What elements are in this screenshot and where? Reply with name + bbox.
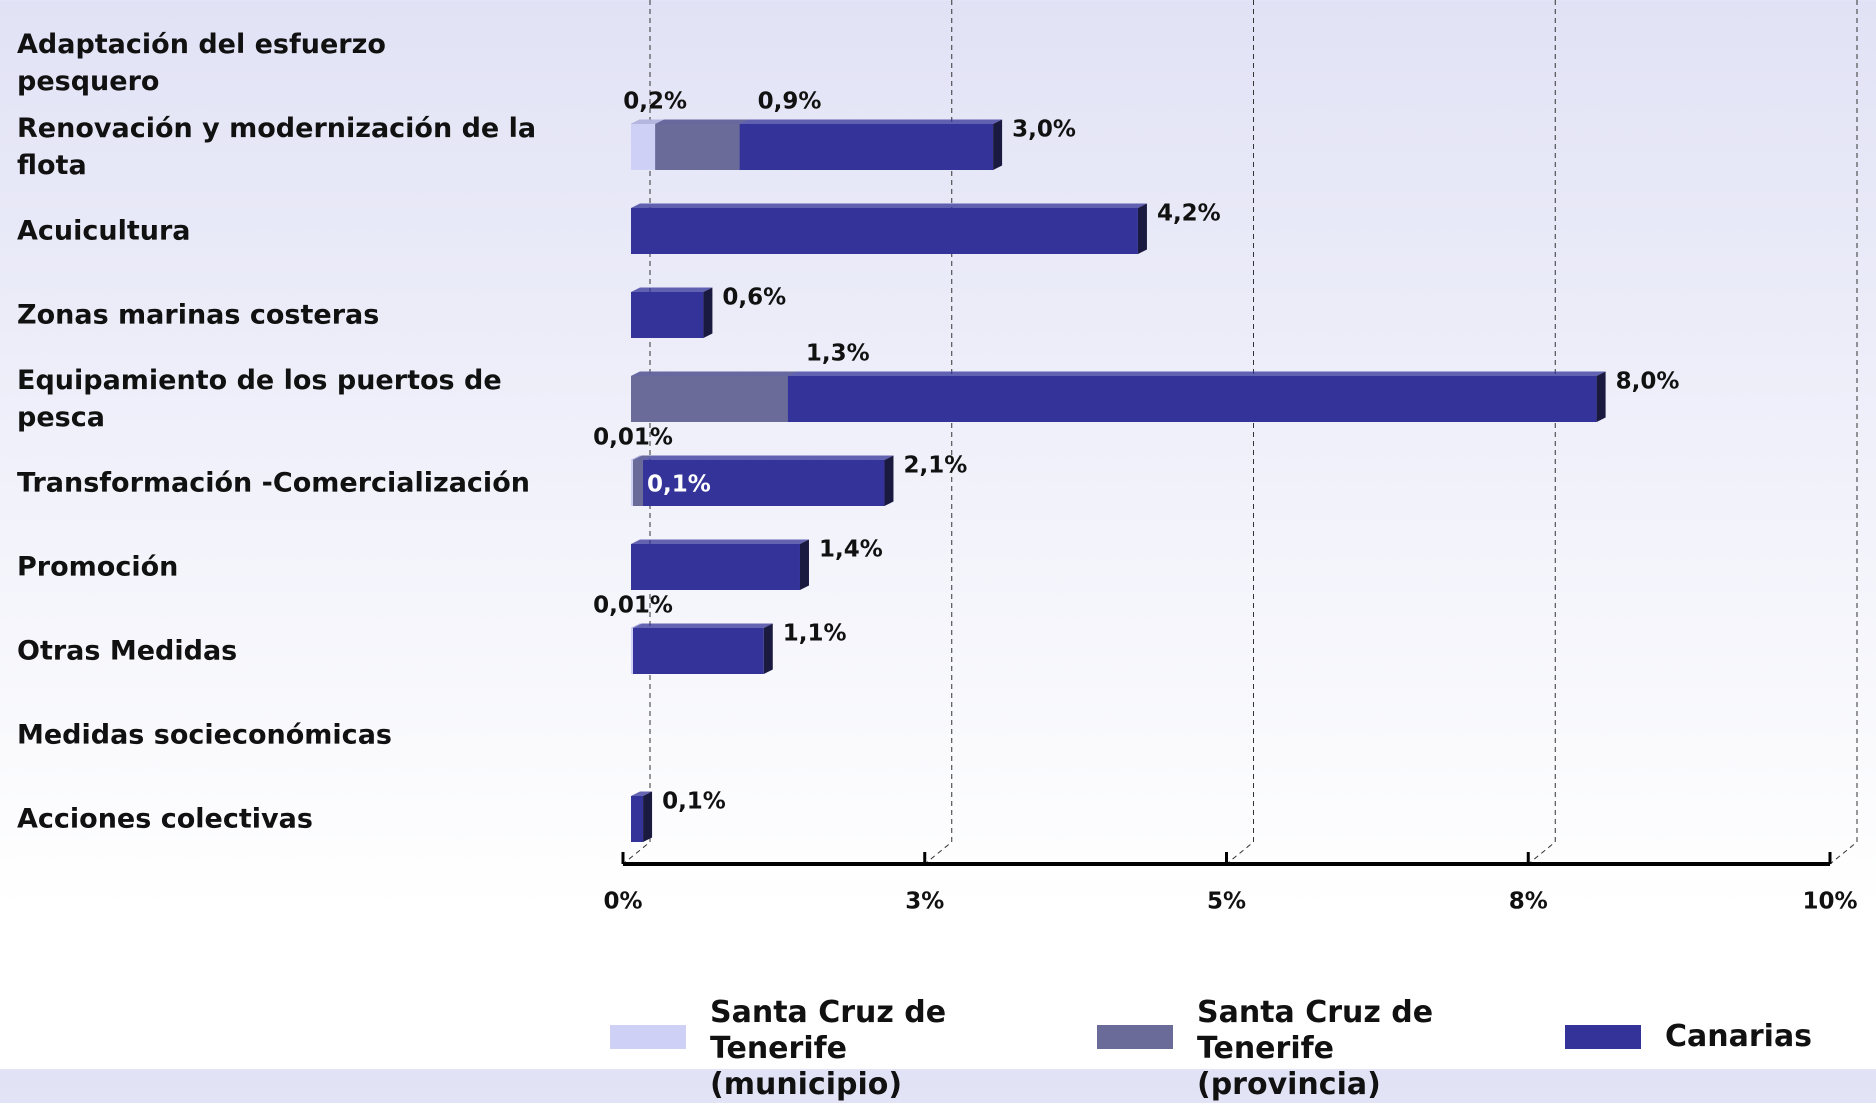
- category-label: Acuicultura: [17, 215, 191, 247]
- grid-line: [924, 0, 953, 865]
- value-label: 2,1%: [903, 453, 967, 479]
- value-label: 1,3%: [806, 341, 870, 367]
- value-label: 0,01%: [593, 425, 673, 451]
- bar: [631, 292, 704, 338]
- bar-top: [631, 371, 1606, 376]
- bar: [631, 376, 1597, 422]
- bar: [631, 544, 800, 590]
- bar-top: [631, 455, 642, 460]
- bar-top: [631, 287, 713, 292]
- bar: [631, 628, 764, 674]
- bar-top: [631, 623, 642, 628]
- x-tick-label: 8%: [1509, 889, 1548, 915]
- bar-side: [799, 539, 809, 590]
- bar: [631, 208, 1138, 254]
- bar-side: [884, 455, 894, 506]
- x-tick-label: 3%: [905, 889, 944, 915]
- value-label: 0,2%: [623, 89, 687, 115]
- value-label: 3,0%: [1012, 117, 1076, 143]
- bar-top: [631, 791, 653, 796]
- bar-top: [631, 371, 797, 376]
- category-label: Renovación y modernización de la flota: [17, 113, 537, 181]
- category-label: Medidas socieconómicas: [17, 719, 392, 751]
- category-label: Zonas marinas costeras: [17, 299, 380, 331]
- bar: [631, 796, 644, 842]
- legend-swatch: [1565, 1025, 1641, 1049]
- grid-line: [1829, 0, 1858, 865]
- x-tick-label: 10%: [1802, 889, 1857, 915]
- legend-swatch: [610, 1025, 686, 1049]
- bar: [631, 460, 633, 506]
- legend-label: Santa Cruz de Tenerife (provincia): [1197, 995, 1434, 1102]
- value-label: 4,2%: [1157, 201, 1221, 227]
- value-label: 0,9%: [758, 89, 822, 115]
- grid-line: [622, 0, 651, 865]
- bar-side: [1137, 203, 1147, 254]
- legend-swatch: [1097, 1025, 1173, 1049]
- chart: 0% 3% 5% 8% 10% 3,0% 4,2% 0,6% 8,0% 2,1% 1,4% 1,1% 0…: [593, 0, 1858, 1049]
- bar-top: [631, 623, 773, 628]
- grid-line: [1527, 0, 1556, 865]
- category-label: Transformación -Comercialización: [17, 467, 530, 499]
- bar-side: [703, 287, 713, 338]
- value-label: 0,1%: [647, 472, 711, 498]
- legend-label: Canarias: [1665, 1019, 1813, 1054]
- value-label: 0,6%: [722, 285, 786, 311]
- bar-top: [631, 455, 653, 460]
- category-label: Otras Medidas: [17, 635, 238, 667]
- category-label: Adaptación del esfuerzo pesquero: [17, 29, 386, 97]
- value-label: 1,1%: [783, 621, 847, 647]
- bar-top: [631, 455, 894, 460]
- bar-side: [1596, 371, 1606, 422]
- bar-top: [631, 203, 1147, 208]
- bar-top: [631, 539, 809, 544]
- bar: [631, 628, 633, 674]
- value-label: 0,1%: [662, 789, 726, 815]
- category-label: Equipamiento de los puertos de pesca: [17, 365, 502, 433]
- bar: [631, 124, 656, 170]
- category-label: Promoción: [17, 551, 179, 583]
- value-label: 0,01%: [593, 593, 673, 619]
- bar-side: [643, 791, 653, 842]
- grid-line: [1226, 0, 1254, 865]
- x-tick-label: 0%: [603, 889, 642, 915]
- bar-side: [993, 119, 1003, 170]
- bar: [631, 460, 885, 506]
- bar-side: [763, 623, 773, 674]
- bar-top: [631, 119, 665, 124]
- legend-label: Santa Cruz de Tenerife (municipio): [710, 995, 947, 1102]
- bar: [631, 460, 644, 506]
- category-label: Acciones colectivas: [17, 803, 313, 835]
- x-tick-label: 5%: [1207, 889, 1246, 915]
- value-label: 8,0%: [1616, 369, 1680, 395]
- bar: [631, 376, 788, 422]
- value-label: 1,4%: [819, 537, 883, 563]
